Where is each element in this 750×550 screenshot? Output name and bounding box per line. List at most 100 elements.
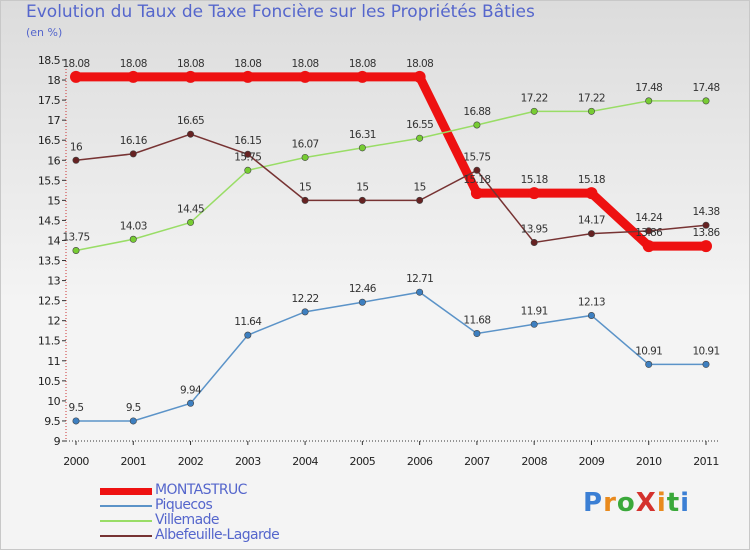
data-label-piquecos: 10.91: [692, 345, 719, 357]
legend-label-albefeuille-lagarde: Albefeuille-Lagarde: [155, 527, 280, 543]
data-label-piquecos: 12.22: [292, 293, 319, 305]
data-label-montastruc: 15.18: [463, 174, 490, 186]
data-point-albefeuille-lagarde: [416, 196, 424, 204]
data-point-villemade: [587, 107, 595, 115]
y-tick-label: 13: [47, 275, 60, 288]
data-point-montastruc: [127, 70, 140, 83]
series-layer: [70, 70, 712, 425]
data-point-albefeuille-lagarde: [702, 221, 710, 229]
data-label-piquecos: 9.94: [180, 384, 202, 396]
series-line-albefeuille-lagarde: [75, 133, 707, 244]
legend-label-piquecos: Piquecos: [155, 497, 213, 513]
y-tick-label: 14.5: [38, 214, 61, 227]
data-point-montastruc: [413, 70, 426, 83]
legend-label-montastruc: MONTASTRUC: [155, 482, 247, 498]
y-tick-label: 11.5: [38, 335, 61, 348]
data-label-albefeuille-lagarde: 14.24: [635, 212, 663, 224]
data-point-villemade: [530, 107, 538, 115]
data-label-albefeuille-lagarde: 15.75: [463, 151, 490, 163]
data-point-piquecos: [473, 330, 481, 338]
data-point-villemade: [187, 218, 195, 226]
data-point-montastruc: [70, 70, 82, 83]
data-label-albefeuille-lagarde: 13.95: [521, 223, 548, 235]
legend-item-villemade: Villemade: [100, 512, 400, 529]
x-tick-label: 2000: [63, 455, 89, 468]
legend-item-piquecos: Piquecos: [100, 497, 400, 514]
data-point-montastruc: [470, 187, 483, 200]
legend: MONTASTRUC Piquecos Villemade Albefeuill…: [100, 482, 400, 544]
data-label-piquecos: 10.91: [635, 345, 662, 357]
series-villemade: [72, 97, 710, 255]
logo-letter: o: [616, 488, 636, 518]
data-label-montastruc: 18.08: [234, 58, 261, 70]
data-point-albefeuille-lagarde: [72, 156, 80, 164]
data-point-montastruc: [241, 70, 254, 83]
data-point-piquecos: [129, 417, 137, 425]
data-point-montastruc: [356, 70, 369, 83]
data-label-villemade: 17.22: [578, 92, 605, 104]
data-point-montastruc: [585, 187, 598, 200]
logo-letter: r: [603, 488, 617, 518]
data-point-villemade: [358, 144, 366, 152]
data-label-villemade: 14.45: [177, 203, 204, 215]
data-point-albefeuille-lagarde: [129, 150, 137, 158]
data-label-piquecos: 12.13: [578, 296, 605, 308]
y-tick-label: 13.5: [38, 255, 61, 268]
data-label-albefeuille-lagarde: 16.16: [120, 135, 148, 147]
y-tick-label: 10.5: [38, 375, 61, 388]
data-label-villemade: 16.31: [349, 129, 376, 141]
data-point-albefeuille-lagarde: [645, 227, 653, 235]
data-label-villemade: 16.88: [463, 106, 490, 118]
y-tick-label: 17.5: [38, 94, 61, 107]
data-label-villemade: 17.48: [635, 82, 662, 94]
data-point-albefeuille-lagarde: [587, 230, 595, 238]
data-point-albefeuille-lagarde: [301, 196, 309, 204]
data-label-villemade: 17.48: [692, 82, 719, 94]
data-point-villemade: [129, 235, 137, 243]
x-tick-label: 2010: [636, 455, 662, 468]
data-point-piquecos: [301, 308, 309, 316]
data-label-montastruc: 18.08: [120, 58, 147, 70]
data-label-montastruc: 18.08: [177, 58, 204, 70]
data-point-piquecos: [530, 320, 538, 328]
data-label-montastruc: 13.86: [635, 227, 663, 239]
x-tick-label: 2005: [350, 455, 376, 468]
data-label-piquecos: 11.91: [521, 305, 548, 317]
data-point-piquecos: [416, 288, 424, 296]
data-label-villemade: 14.03: [120, 220, 147, 232]
proxiti-logo: ProXiti: [583, 488, 690, 518]
data-point-montastruc: [184, 70, 197, 83]
legend-swatch-montastruc: [100, 488, 152, 495]
data-label-villemade: 13.75: [62, 232, 89, 244]
data-point-piquecos: [702, 360, 710, 368]
data-point-piquecos: [645, 360, 653, 368]
data-point-villemade: [244, 166, 252, 174]
data-label-albefeuille-lagarde: 14.38: [692, 206, 719, 218]
logo-letter: i: [680, 488, 691, 518]
data-point-piquecos: [72, 417, 80, 425]
y-tick-label: 18.5: [38, 54, 61, 67]
x-tick-label: 2006: [407, 455, 433, 468]
data-label-albefeuille-lagarde: 16.15: [234, 135, 261, 147]
logo-letter: X: [635, 488, 657, 518]
y-tick-label: 17: [47, 114, 60, 127]
x-tick-label: 2002: [178, 455, 204, 468]
data-point-villemade: [416, 134, 424, 142]
y-tick-label: 11: [47, 355, 60, 368]
legend-swatch-albefeuille-lagarde: [100, 535, 152, 537]
y-tick-label: 15.5: [38, 174, 61, 187]
x-tick-label: 2009: [579, 455, 605, 468]
y-tick-label: 16.5: [38, 134, 61, 147]
data-point-montastruc: [528, 187, 541, 200]
data-label-villemade: 17.22: [521, 92, 548, 104]
data-point-piquecos: [358, 298, 366, 306]
data-point-albefeuille-lagarde: [530, 238, 538, 246]
series-albefeuille-lagarde: [72, 130, 710, 246]
data-label-villemade: 16.07: [292, 138, 319, 150]
legend-swatch-villemade: [100, 520, 152, 522]
data-point-piquecos: [244, 331, 252, 339]
data-label-montastruc: 18.08: [292, 58, 319, 70]
data-labels: 18.08 18.08 18.08 18.08 18.08 18.08 18.08 15.18…: [62, 58, 721, 414]
